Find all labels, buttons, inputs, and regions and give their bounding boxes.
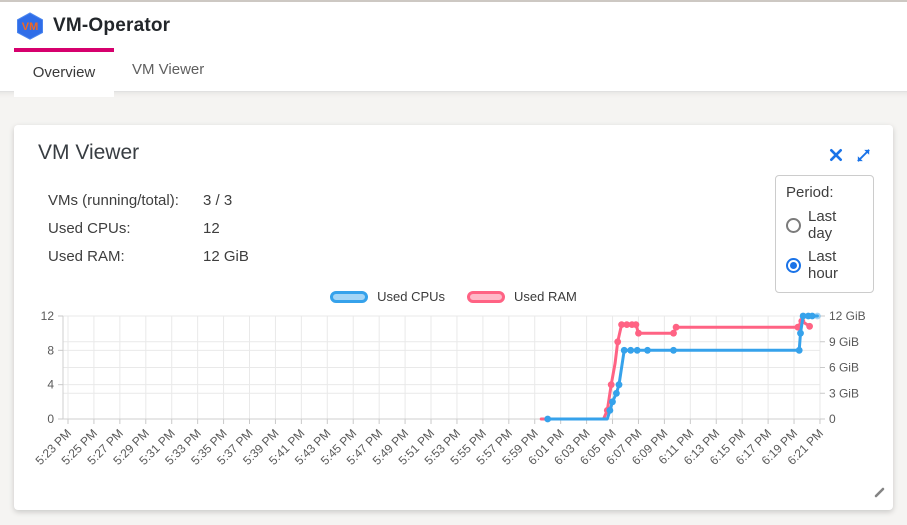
tab-overview[interactable]: Overview bbox=[14, 48, 114, 97]
svg-text:0: 0 bbox=[47, 412, 54, 426]
radio-last-day[interactable]: Last day bbox=[786, 208, 863, 242]
radio-last-hour-label: Last hour bbox=[808, 248, 839, 282]
close-icon bbox=[830, 149, 842, 161]
stat-value: 12 GiB bbox=[203, 247, 249, 265]
window-top-border bbox=[0, 0, 907, 2]
card-actions bbox=[826, 145, 873, 165]
tab-overview-label: Overview bbox=[32, 64, 96, 81]
svg-text:4: 4 bbox=[47, 378, 54, 392]
stat-value: 12 bbox=[203, 219, 220, 237]
active-tab-indicator bbox=[14, 48, 114, 52]
expand-button[interactable] bbox=[853, 145, 873, 165]
vm-operator-logo-icon: VM bbox=[17, 12, 43, 40]
svg-text:6 GiB: 6 GiB bbox=[829, 361, 859, 375]
vm-viewer-card: VM Viewer VMs (running/tot bbox=[14, 125, 893, 510]
period-selector: Period: Last day Last hour bbox=[775, 175, 874, 293]
expand-icon bbox=[856, 148, 870, 162]
stat-label: VMs (running/total): bbox=[48, 191, 179, 209]
stat-row-vms: VMs (running/total): 3 / 3 bbox=[48, 186, 249, 214]
svg-text:12: 12 bbox=[41, 309, 55, 323]
stat-label: Used RAM: bbox=[48, 247, 125, 265]
stat-row-ram: Used RAM: 12 GiB bbox=[48, 242, 249, 270]
legend-item-used-ram[interactable]: Used RAM bbox=[467, 289, 577, 304]
tab-vm-viewer[interactable]: VM Viewer bbox=[114, 48, 222, 91]
radio-last-day-label: Last day bbox=[808, 208, 837, 242]
radio-last-hour[interactable]: Last hour bbox=[786, 248, 863, 282]
usage-chart: 5:23 PM5:25 PM5:27 PM5:29 PM5:31 PM5:33 … bbox=[33, 309, 866, 468]
tab-bar: Overview VM Viewer bbox=[14, 48, 222, 97]
card-title: VM Viewer bbox=[38, 141, 140, 164]
app-title: VM-Operator bbox=[53, 15, 171, 36]
svg-text:VM: VM bbox=[22, 21, 39, 33]
vm-stats: VMs (running/total): 3 / 3 Used CPUs: 12… bbox=[48, 186, 249, 270]
period-label: Period: bbox=[786, 184, 834, 201]
radio-icon bbox=[786, 217, 801, 233]
stat-label: Used CPUs: bbox=[48, 219, 131, 237]
content-area: VM Viewer VMs (running/tot bbox=[0, 92, 907, 525]
legend-label-used-cpus: Used CPUs bbox=[377, 289, 446, 304]
app-header: VM VM-Operator Overview VM Viewer bbox=[0, 2, 907, 97]
radio-icon bbox=[786, 257, 801, 273]
svg-text:3 GiB: 3 GiB bbox=[829, 386, 859, 400]
legend-item-used-cpus[interactable]: Used CPUs bbox=[330, 289, 445, 304]
svg-text:12 GiB: 12 GiB bbox=[829, 309, 866, 323]
svg-text:9 GiB: 9 GiB bbox=[829, 335, 859, 349]
chart-legend: Used CPUs Used RAM bbox=[14, 289, 893, 304]
tab-vm-viewer-label: VM Viewer bbox=[132, 61, 205, 78]
svg-text:0: 0 bbox=[829, 412, 836, 426]
brand: VM VM-Operator bbox=[16, 12, 170, 40]
stat-row-cpus: Used CPUs: 12 bbox=[48, 214, 249, 242]
svg-text:8: 8 bbox=[47, 343, 54, 357]
close-button[interactable] bbox=[826, 145, 846, 165]
legend-label-used-ram: Used RAM bbox=[514, 289, 577, 304]
legend-swatch-used-ram-icon bbox=[467, 290, 506, 303]
stat-value: 3 / 3 bbox=[203, 191, 233, 209]
resize-handle-icon[interactable] bbox=[872, 486, 886, 500]
legend-swatch-used-cpus-icon bbox=[330, 290, 369, 303]
tab-bar-divider bbox=[0, 91, 907, 92]
